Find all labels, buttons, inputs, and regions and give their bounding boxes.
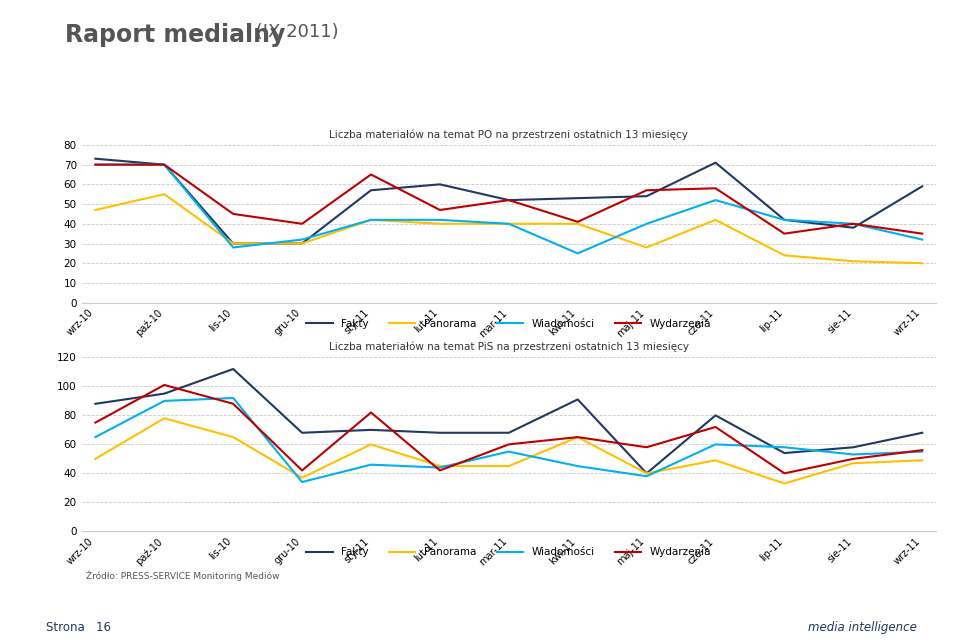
Text: Raport medialny: Raport medialny bbox=[65, 23, 286, 46]
Text: Źródło: PRESS-SERVICE Monitoring Mediów: Źródło: PRESS-SERVICE Monitoring Mediów bbox=[86, 571, 280, 581]
Text: Wystąpienia przedstawicieli partii PO oraz PiS na przestrzeni 13 ostatnich miesi: Wystąpienia przedstawicieli partii PO or… bbox=[223, 106, 742, 118]
Title: Liczba materiałów na temat PiS na przestrzeni ostatnich 13 miesięcy: Liczba materiałów na temat PiS na przest… bbox=[328, 342, 688, 352]
Title: Liczba materiałów na temat PO na przestrzeni ostatnich 13 miesięcy: Liczba materiałów na temat PO na przestr… bbox=[329, 129, 688, 140]
Legend: Fakty, Panorama, Wiadomości, Wydarzenia: Fakty, Panorama, Wiadomości, Wydarzenia bbox=[302, 314, 715, 333]
Text: Strona   16: Strona 16 bbox=[46, 621, 111, 634]
Text: media intelligence: media intelligence bbox=[808, 621, 917, 634]
Legend: Fakty, Panorama, Wiadomości, Wydarzenia: Fakty, Panorama, Wiadomości, Wydarzenia bbox=[302, 543, 715, 562]
Text: Fakty   |   Panorama   |   Wiadomości   |   Wydarzenia: Fakty | Panorama | Wiadomości | Wydarzen… bbox=[59, 56, 351, 68]
Text: (IX 2011): (IX 2011) bbox=[250, 23, 338, 41]
